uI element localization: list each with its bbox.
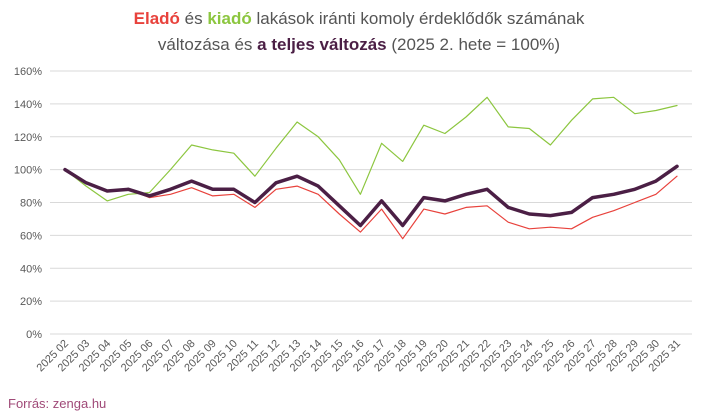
plot-area xyxy=(63,96,679,240)
series-line-kiado xyxy=(64,96,678,202)
chart-title-line-2: változása és a teljes változás (2025 2. … xyxy=(158,35,560,54)
y-tick-label: 60% xyxy=(20,230,42,242)
title-part-2-3: (2025 2. hete = 100%) xyxy=(387,35,560,54)
title-part-1-1: Eladó xyxy=(134,9,180,28)
y-tick-label: 0% xyxy=(26,329,42,341)
title-part-2-1: változása és xyxy=(158,35,257,54)
y-tick-label: 160% xyxy=(14,66,42,78)
y-axis: 0% 20% 40% 60% 80% 100% 120% 140% 160% xyxy=(14,66,42,341)
series-line-elado xyxy=(64,169,678,240)
title-part-1-2: és xyxy=(180,9,207,28)
y-tick-label: 80% xyxy=(20,198,42,210)
series-line-teljes xyxy=(63,164,679,228)
y-tick-label: 120% xyxy=(14,132,42,144)
title-part-1-4: lakások iránti komoly érdeklődők számána… xyxy=(252,9,585,28)
source-label: Forrás: zenga.hu xyxy=(8,396,106,411)
y-tick-label: 20% xyxy=(20,296,42,308)
gridlines xyxy=(50,70,692,335)
y-tick-label: 100% xyxy=(14,165,42,177)
title-part-2-2: a teljes változás xyxy=(257,35,386,54)
chart-title-line-1: Eladó és kiadó lakások iránti komoly érd… xyxy=(134,9,585,28)
y-tick-label: 140% xyxy=(14,99,42,111)
title-part-1-3: kiadó xyxy=(207,9,251,28)
y-tick-label: 40% xyxy=(20,263,42,275)
